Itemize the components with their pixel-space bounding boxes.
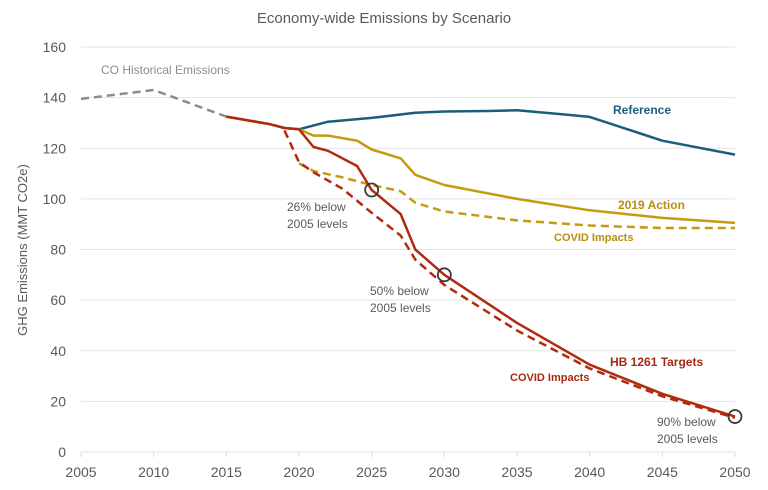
x-tick-label: 2045 (647, 464, 678, 480)
series-lines (80, 88, 736, 419)
milestone-marker (364, 182, 380, 198)
series-line-hb-1261-targets (226, 115, 736, 418)
x-tick-label: 2030 (429, 464, 460, 480)
y-tick-label: 80 (50, 242, 66, 258)
series-label: Reference (613, 103, 671, 117)
y-tick-label: 60 (50, 292, 66, 308)
x-tick-label: 2040 (574, 464, 605, 480)
milestone-annotation: 2005 levels (657, 432, 718, 446)
milestone-annotation: 2005 levels (370, 301, 431, 315)
series-label: HB 1261 Targets (610, 355, 703, 369)
series-label: COVID Impacts (554, 232, 633, 244)
x-tick-label: 2010 (138, 464, 169, 480)
series-line-covid-impacts-hb-1261- (283, 129, 736, 419)
series-label: 2019 Action (618, 198, 685, 212)
y-tick-label: 120 (43, 140, 67, 156)
milestone-marker (727, 409, 743, 424)
x-tick-label: 2015 (211, 464, 242, 480)
y-tick-label: 20 (50, 393, 66, 409)
y-axis-label: GHG Emissions (MMT CO2e) (15, 164, 30, 336)
milestone-annotation: 90% below (657, 415, 716, 429)
series-line-covid-impacts-2019-action- (298, 162, 735, 230)
series-labels: CO Historical Emissions Reference 2019 Act… (101, 63, 703, 384)
series-label: COVID Impacts (510, 372, 589, 384)
y-tick-label: 160 (43, 39, 67, 55)
y-axis-ticks: 0 20 40 60 80 100 120 140 160 (43, 39, 67, 460)
milestone-annotation: 2005 levels (287, 217, 348, 231)
x-tick-label: 2005 (65, 464, 96, 480)
x-tick-label: 2050 (719, 464, 750, 480)
x-tick-label: 2025 (356, 464, 387, 480)
milestone-annotation: 50% below (370, 284, 429, 298)
milestone-markers: 26% below 2005 levels 50% below 2005 levels… (287, 182, 743, 446)
x-tick-label: 2020 (283, 464, 314, 480)
series-label: CO Historical Emissions (101, 63, 230, 77)
series-line-co-historical-emissions (80, 88, 227, 118)
x-tick-label: 2035 (501, 464, 532, 480)
milestone-marker (436, 267, 452, 283)
x-axis-ticks: 2005 2010 2015 2020 2025 2030 2035 2040 2045 2050 (65, 452, 751, 480)
y-tick-label: 40 (50, 343, 66, 359)
y-tick-label: 100 (43, 191, 67, 207)
chart-title: Economy-wide Emissions by Scenario (257, 10, 511, 27)
y-tick-label: 0 (58, 444, 66, 460)
y-tick-label: 140 (43, 90, 67, 106)
milestone-annotation: 26% below (287, 200, 346, 214)
